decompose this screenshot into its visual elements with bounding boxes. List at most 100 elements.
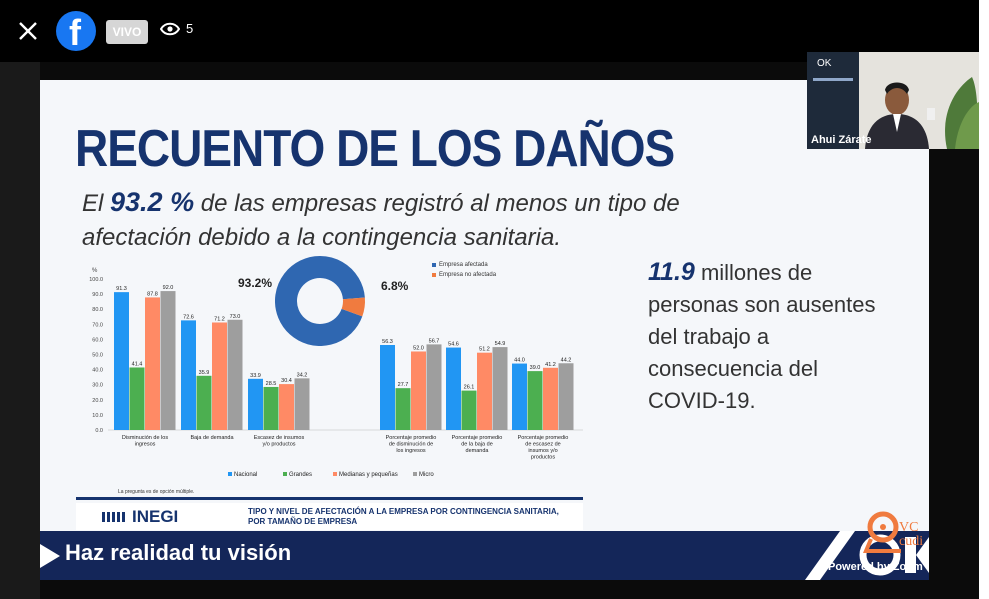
donut-slice-affected — [275, 256, 365, 346]
y-tick-label: 20.0 — [92, 398, 103, 404]
stat-percent: 93.2 % — [110, 187, 195, 217]
live-topbar: f VIVO 5 — [0, 0, 979, 62]
side-line2: personas son ausentes — [648, 292, 876, 317]
donut-legend: Empresa afectada Empresa no afectada — [432, 260, 496, 280]
donut-legend-item: Empresa no afectada — [432, 270, 496, 280]
bar-value-label: 44.2 — [561, 357, 572, 363]
live-badge: VIVO — [106, 20, 148, 44]
side-number: 11.9 — [648, 258, 695, 286]
y-tick-label: 80.0 — [92, 307, 103, 313]
y-tick-label: 30.0 — [92, 383, 103, 389]
legend-swatch — [228, 472, 232, 476]
bar-nacional — [114, 292, 129, 430]
donut-slice-not-affected — [341, 297, 365, 317]
y-tick-label: 0.0 — [95, 428, 103, 434]
donut-legend-label: Empresa no afectada — [439, 272, 497, 278]
svg-text:OK: OK — [817, 58, 832, 69]
bar-value-label: 52.0 — [413, 345, 424, 351]
side-line4: consecuencia del — [648, 356, 819, 381]
bar-medianas-y-pequeñas — [477, 352, 492, 430]
y-axis-label: % — [92, 268, 98, 274]
stat-prefix: El — [82, 190, 104, 217]
bar-value-label: 30.4 — [281, 378, 292, 384]
donut-legend-swatch — [432, 263, 436, 267]
banner-text: Haz realidad tu visión — [65, 540, 292, 565]
bar-medianas-y-pequeñas — [543, 367, 558, 430]
x-category-label: de disminución de — [389, 442, 433, 448]
bar-value-label: 56.3 — [382, 339, 393, 345]
bar-nacional — [380, 344, 395, 430]
bar-value-label: 87.8 — [147, 291, 158, 297]
left-margin — [0, 62, 40, 599]
cudi-text: cudi — [899, 534, 923, 549]
inegi-source-bar: INEGI TIPO Y NIVEL DE AFECTACIÓN A LA EM… — [76, 503, 583, 530]
y-tick-label: 70.0 — [92, 322, 103, 328]
legend-label: Grandes — [289, 472, 312, 478]
right-edge — [979, 0, 989, 599]
x-category-label: Escasez de insumos — [254, 435, 305, 441]
x-category-label: y/o productos — [262, 442, 295, 448]
x-category-label: Baja de demanda — [190, 435, 234, 441]
donut-not-affected-label: 6.8% — [381, 279, 409, 293]
bar-value-label: 54.9 — [495, 341, 506, 347]
donut-affected-label: 93.2% — [238, 276, 273, 290]
bar-value-label: 41.2 — [545, 362, 556, 368]
vc-text: VC — [899, 520, 918, 535]
bar-micro — [558, 363, 574, 430]
powered-by-zoom: Powered by Zoom — [828, 561, 923, 573]
bar-grandes — [196, 375, 212, 430]
facebook-logo-icon[interactable]: f — [56, 11, 96, 53]
bar-value-label: 39.0 — [530, 365, 541, 371]
legend-label: Nacional — [234, 472, 257, 478]
bar-grandes — [527, 371, 543, 430]
inegi-logo-text: INEGI — [132, 507, 179, 526]
bar-value-label: 73.0 — [230, 314, 241, 320]
bar-value-label: 34.2 — [297, 372, 308, 378]
stat-line1-rest: de las empresas registró al menos un tip… — [200, 190, 680, 217]
bar-micro — [227, 319, 243, 430]
footer-note: La pregunta es de opción múltiple. — [118, 489, 195, 495]
stat-line2: afectación debido a la contingencia sani… — [82, 224, 561, 251]
bar-value-label: 33.9 — [250, 373, 261, 379]
bar-value-label: 56.7 — [429, 338, 440, 344]
legend-label: Medianas y pequeñas — [339, 472, 398, 478]
bar-grandes — [263, 386, 279, 430]
close-icon[interactable] — [14, 17, 42, 45]
viewer-count-value: 5 — [186, 21, 194, 36]
x-category-label: Porcentaje promedio — [386, 435, 437, 441]
x-category-label: productos — [531, 455, 555, 461]
bar-value-label: 54.6 — [448, 342, 459, 348]
absence-statistic: 11.9 millones de personas son ausentes d… — [648, 256, 876, 417]
bar-medianas-y-pequeñas — [411, 351, 426, 430]
legend-swatch — [413, 472, 417, 476]
viewer-count: 5 — [160, 21, 193, 36]
legend-swatch — [333, 472, 337, 476]
y-tick-label: 10.0 — [92, 413, 103, 419]
bar-chart: % 100.0 90.0 80.0 70.0 60.0 50.0 40.0 30.0 20.0 10… — [89, 268, 583, 478]
legend-label: Micro — [419, 472, 434, 478]
speaker-name: Ahui Zárate — [811, 134, 872, 146]
x-category-label: de la baja de — [461, 442, 493, 448]
main-statistic: El 93.2 % de las empresas registró al me… — [82, 185, 680, 255]
x-category-label: ingresos — [135, 442, 156, 448]
footer-divider — [76, 497, 583, 500]
bar-nacional — [512, 363, 527, 430]
bar-medianas-y-pequeñas — [212, 322, 227, 430]
vccudi-logo-icon: VC cudi — [863, 511, 923, 553]
donut-chart — [275, 256, 365, 346]
speaker-video-frame: OK — [807, 52, 979, 149]
bar-value-label: 71.2 — [214, 316, 225, 322]
y-tick-label: 60.0 — [92, 337, 103, 343]
play-arrow-icon — [40, 544, 60, 568]
side-line3: del trabajo a — [648, 324, 770, 349]
inegi-logo-icon — [102, 512, 125, 522]
inegi-caption: TIPO Y NIVEL DE AFECTACIÓN A LA EMPRESA … — [248, 507, 559, 526]
bar-grandes — [461, 390, 477, 430]
bar-micro — [294, 378, 310, 430]
speaker-video[interactable]: OK Ahui Zárate — [807, 52, 979, 149]
bar-value-label: 41.4 — [132, 361, 143, 367]
bar-micro — [426, 344, 442, 430]
bar-nacional — [248, 378, 263, 430]
x-category-label: demanda — [466, 448, 490, 454]
bar-value-label: 26.1 — [464, 385, 475, 391]
